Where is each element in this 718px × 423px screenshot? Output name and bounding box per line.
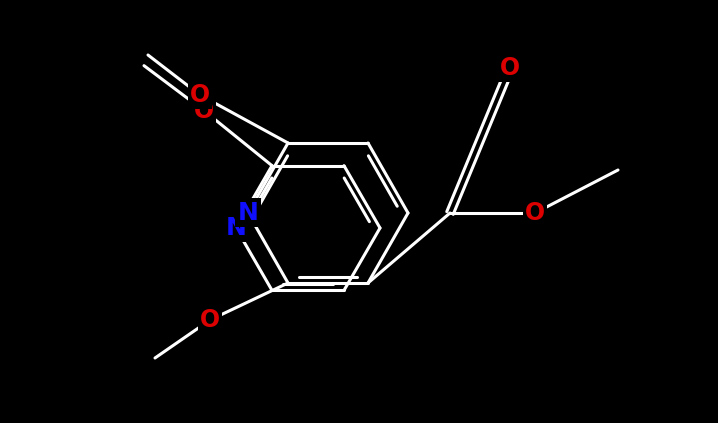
Text: O: O [525,201,545,225]
Text: O: O [194,99,214,123]
Text: N: N [238,201,258,225]
Text: N: N [225,216,246,240]
Text: O: O [200,308,220,332]
Text: O: O [190,83,210,107]
Text: O: O [500,56,520,80]
